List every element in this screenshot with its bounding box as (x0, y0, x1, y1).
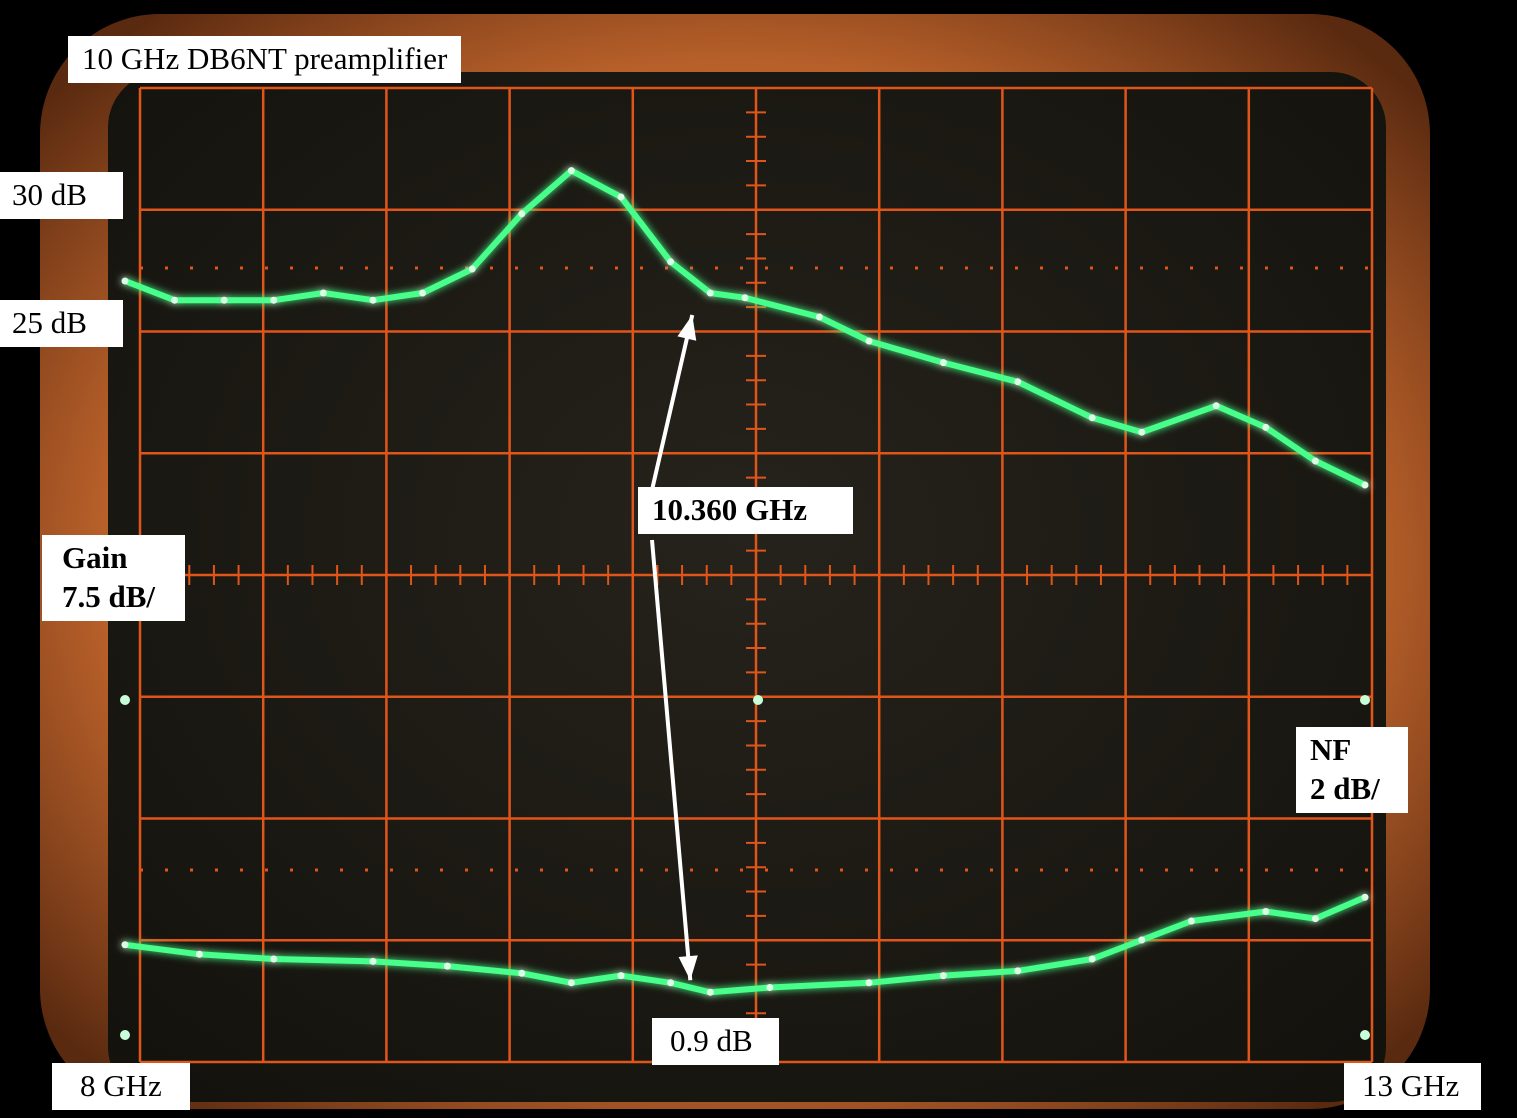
arrow-to-nf (650, 539, 693, 981)
series-point-gain (706, 289, 714, 297)
series-point-gain (667, 258, 675, 266)
series-point-gain (1361, 481, 1369, 489)
arrow-to-gain-head (677, 315, 697, 341)
series-point-gain (815, 313, 823, 321)
series-point-gain (171, 296, 179, 304)
series-point-nf (1138, 936, 1146, 944)
series-point-gain (220, 296, 228, 304)
series-point-nf (270, 955, 278, 963)
series-point-gain (1014, 378, 1022, 386)
series-point-gain (617, 193, 625, 201)
series-point-nf (667, 979, 675, 987)
gain-baseline-dot (753, 695, 763, 705)
series-line-gain (122, 167, 1368, 488)
arrow-to-gain (650, 314, 695, 491)
series-point-nf (1311, 915, 1319, 923)
gain-scale-line1: Gain (62, 540, 128, 575)
nf-scale-line2: 2 dB/ (1310, 770, 1380, 806)
series-point-gain (270, 296, 278, 304)
series-point-nf (1262, 908, 1270, 915)
gain-baseline-dot (120, 695, 130, 705)
series-line-nf (122, 894, 1368, 996)
series-point-gain (468, 265, 476, 273)
series-point-nf (706, 988, 714, 996)
marker-arrows (650, 314, 698, 981)
series-point-nf (518, 969, 526, 977)
crt-screen (108, 72, 1386, 1102)
series-point-gain (741, 294, 749, 302)
series-point-gain (939, 359, 947, 367)
series-point-nf (617, 972, 625, 980)
nf-min-label: 0.9 dB (652, 1018, 779, 1065)
nf-baseline-dot (1360, 1030, 1370, 1040)
traces (121, 167, 1369, 996)
gain-lower-ref-label: 25 dB (0, 300, 123, 347)
series-point-gain (567, 167, 575, 175)
series-point-gain (1212, 402, 1220, 410)
series-point-nf (369, 957, 377, 965)
series-point-nf (443, 962, 451, 970)
series-point-nf (1088, 955, 1096, 963)
chart-title: 10 GHz DB6NT preamplifier (68, 36, 462, 83)
series-point-gain (319, 289, 327, 297)
series-point-gain (419, 289, 427, 297)
nf-scale-line1: NF (1310, 732, 1352, 767)
arrow-to-nf-head (678, 955, 698, 981)
series-point-gain (518, 210, 526, 218)
nf-scale-label: NF 2 dB/ (1296, 727, 1408, 813)
x-start-label: 8 GHz (52, 1063, 190, 1110)
series-point-nf (939, 972, 947, 980)
marker-frequency-label: 10.360 GHz (638, 487, 853, 534)
gain-scale-label: Gain 7.5 dB/ (42, 535, 186, 621)
gain-scale-line2: 7.5 dB/ (62, 578, 156, 614)
series-point-nf (865, 979, 873, 987)
series-point-nf (766, 984, 774, 991)
series-point-gain (1311, 457, 1319, 465)
series-point-nf (1187, 917, 1195, 925)
series-point-nf (1014, 967, 1022, 975)
gain-baseline-dot (1360, 695, 1370, 705)
gain-upper-ref-label: 30 dB (0, 172, 123, 219)
x-end-label: 13 GHz (1344, 1063, 1482, 1110)
nf-baseline-dot (120, 1030, 130, 1040)
series-point-gain (1262, 423, 1270, 431)
series-point-nf (1361, 893, 1369, 901)
series-point-nf (195, 950, 203, 958)
series-point-gain (369, 296, 377, 304)
series-point-nf (121, 941, 129, 949)
series-point-nf (567, 979, 575, 987)
series-point-gain (1138, 428, 1146, 436)
series-point-gain (1088, 414, 1096, 422)
series-point-gain (121, 277, 129, 285)
series-point-gain (865, 337, 873, 345)
